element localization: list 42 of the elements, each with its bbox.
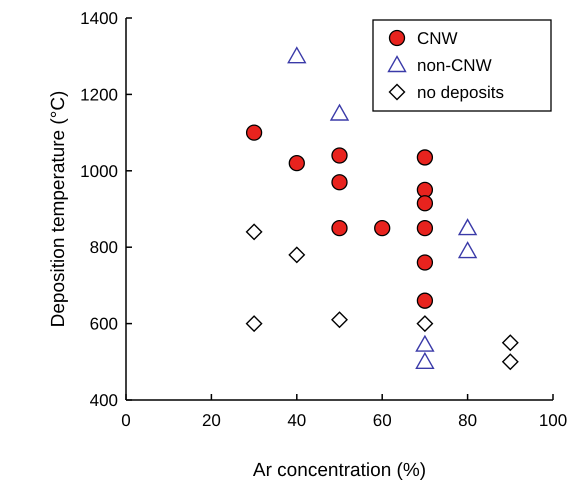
point	[502, 354, 518, 370]
point	[416, 335, 434, 352]
point	[288, 47, 306, 64]
y-tick-label: 600	[90, 314, 118, 334]
x-tick-label: 100	[538, 411, 568, 430]
point	[416, 220, 434, 236]
x-axis-title: Ar concentration (%)	[252, 460, 426, 481]
point	[331, 220, 348, 236]
point	[416, 315, 434, 332]
y-axis-title: Deposition temperature (°C)	[48, 90, 69, 328]
point	[331, 147, 348, 164]
y-tick-label: 800	[90, 238, 118, 258]
point	[416, 195, 434, 212]
point	[331, 312, 348, 328]
point	[416, 149, 434, 166]
legend-label: no deposits	[417, 82, 504, 102]
point	[330, 104, 349, 121]
x-tick-label: 0	[121, 411, 131, 430]
x-tick-label: 60	[372, 411, 392, 430]
point	[288, 155, 305, 172]
y-tick-label: 400	[90, 390, 118, 410]
point	[416, 182, 434, 198]
point	[246, 224, 262, 240]
point	[374, 220, 390, 236]
point	[502, 334, 518, 351]
point	[458, 218, 477, 236]
y-tick-label: 1200	[80, 85, 118, 104]
point	[458, 242, 477, 258]
point	[331, 174, 348, 190]
legend-label: non-CNW	[417, 56, 492, 75]
point	[416, 352, 434, 369]
legend-label: CNW	[417, 28, 458, 48]
point	[246, 315, 262, 332]
point	[288, 246, 305, 264]
x-tick-label: 80	[458, 411, 478, 430]
point	[246, 124, 262, 141]
x-tick-label: 40	[287, 411, 306, 430]
x-tick-label: 20	[202, 411, 221, 430]
y-tick-label: 1400	[80, 8, 118, 28]
y-tick-label: 1000	[80, 162, 118, 181]
point	[416, 292, 434, 309]
point	[416, 254, 434, 271]
